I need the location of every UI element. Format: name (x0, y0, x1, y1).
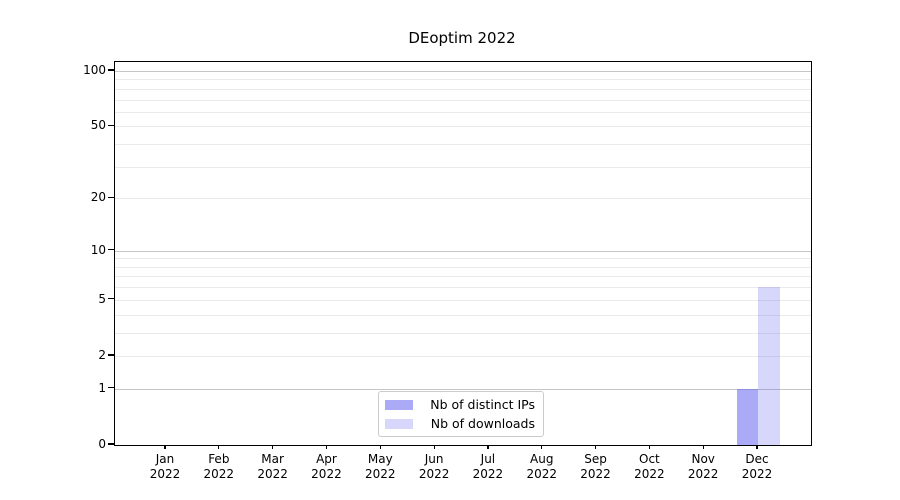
legend: Nb of distinct IPs Nb of downloads (378, 391, 544, 437)
y-axis-tick (108, 387, 114, 389)
minor-gridline (115, 258, 811, 260)
plot-area (114, 61, 812, 446)
y-axis-tick (108, 249, 114, 251)
y-axis-tick (108, 298, 114, 300)
minor-gridline (115, 111, 811, 113)
minor-gridline (115, 266, 811, 268)
y-axis-tick (108, 354, 114, 356)
x-tick-month: Mar (261, 452, 284, 466)
x-tick-year: 2022 (257, 467, 288, 481)
x-tick-year: 2022 (311, 467, 342, 481)
major-gridline (115, 71, 811, 72)
x-tick-label: Jul 2022 (456, 452, 520, 482)
x-tick-year: 2022 (472, 467, 504, 481)
y-tick-label: 100 (83, 63, 106, 77)
x-axis-tick (756, 445, 758, 449)
legend-item: Nb of distinct IPs (385, 397, 535, 413)
x-tick-year: 2022 (418, 467, 450, 481)
x-axis-tick (379, 445, 381, 449)
x-tick-month: Oct (639, 452, 660, 466)
x-axis-tick (325, 445, 328, 449)
minor-gridline (115, 299, 811, 301)
x-axis-tick (648, 445, 650, 449)
y-axis-tick (108, 69, 114, 71)
x-tick-label: Sep 2022 (564, 452, 628, 482)
y-tick-label: 0 (98, 437, 106, 451)
x-axis-tick (487, 445, 489, 449)
x-tick-month: Apr (316, 452, 337, 466)
minor-gridline (115, 126, 811, 128)
x-tick-label: Dec 2022 (725, 452, 789, 482)
y-tick-label: 5 (98, 291, 106, 306)
legend-label: Nb of distinct IPs (430, 397, 535, 412)
bar-nb-of-downloads (758, 287, 780, 445)
x-tick-label: Mar 2022 (241, 452, 305, 482)
x-axis-tick (164, 445, 166, 449)
legend-item: Nb of downloads (385, 416, 535, 432)
x-tick-label: Jan 2022 (133, 452, 197, 482)
x-tick-month: Nov (691, 452, 715, 466)
minor-gridline (115, 99, 811, 101)
x-tick-label: Aug 2022 (510, 452, 574, 482)
x-tick-label: Jun 2022 (402, 452, 466, 482)
x-tick-month: May (367, 452, 393, 466)
major-gridline (115, 250, 811, 252)
y-axis-tick (108, 196, 114, 198)
x-tick-label: Oct 2022 (617, 452, 681, 482)
x-tick-month: Feb (208, 452, 230, 466)
y-tick-label: 50 (90, 118, 106, 133)
y-axis-tick (108, 443, 114, 445)
x-axis-tick (218, 445, 220, 449)
x-tick-year: 2022 (149, 467, 181, 481)
legend-label: Nb of downloads (430, 416, 535, 431)
x-tick-year: 2022 (580, 467, 611, 481)
minor-gridline (115, 276, 811, 278)
x-axis-tick (433, 445, 435, 449)
minor-gridline (115, 198, 811, 200)
bar-nb-of-distinct-ips (736, 388, 759, 445)
minor-gridline (115, 79, 811, 81)
x-tick-label: Apr 2022 (294, 452, 358, 482)
x-tick-month: Sep (584, 452, 607, 466)
x-tick-month: Aug (530, 452, 554, 466)
x-tick-year: 2022 (364, 467, 396, 481)
y-axis-tick (108, 124, 114, 126)
y-tick-label: 20 (90, 190, 106, 205)
minor-gridline (115, 144, 811, 146)
minor-gridline (115, 166, 811, 168)
minor-gridline (115, 314, 811, 316)
x-axis-tick (272, 445, 274, 449)
legend-swatch (385, 399, 413, 410)
x-tick-month: Jun (424, 452, 444, 466)
x-axis-tick (594, 445, 597, 449)
minor-gridline (115, 332, 811, 334)
y-tick-label: 1 (98, 380, 106, 395)
x-tick-month: Dec (745, 452, 769, 466)
legend-swatch (385, 418, 413, 429)
x-tick-month: Jan (155, 452, 175, 466)
x-axis-tick (541, 445, 543, 449)
x-tick-year: 2022 (526, 467, 557, 481)
x-tick-year: 2022 (741, 467, 773, 481)
minor-gridline (115, 355, 811, 357)
chart-title: DEoptim 2022 (408, 29, 516, 47)
y-tick-label: 2 (98, 347, 106, 362)
x-axis-tick (702, 445, 704, 449)
major-gridline (115, 388, 811, 390)
x-tick-month: Jul (480, 452, 496, 466)
minor-gridline (115, 287, 811, 289)
x-tick-year: 2022 (203, 467, 235, 481)
x-tick-label: May 2022 (348, 452, 412, 482)
x-tick-year: 2022 (687, 467, 719, 481)
y-tick-label: 10 (90, 242, 106, 257)
x-tick-year: 2022 (634, 467, 665, 481)
x-tick-label: Nov 2022 (671, 452, 735, 482)
x-tick-label: Feb 2022 (187, 452, 251, 482)
minor-gridline (115, 88, 811, 90)
